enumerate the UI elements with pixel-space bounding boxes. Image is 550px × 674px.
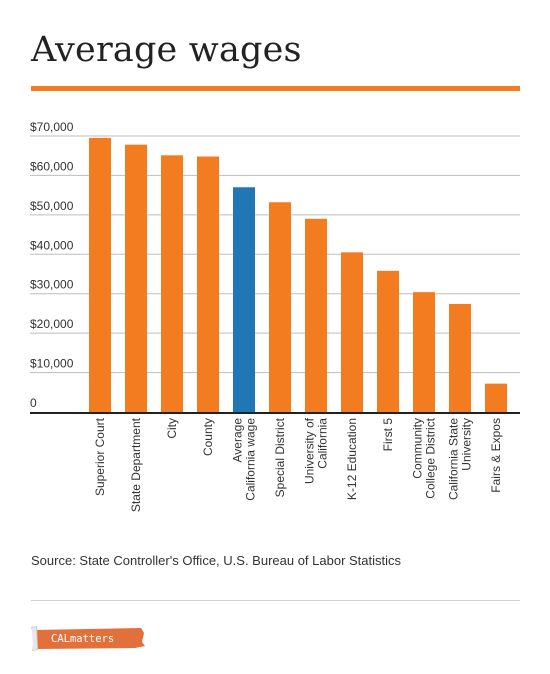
footer-rule (31, 600, 520, 601)
y-tick-label: $50,000 (30, 199, 74, 213)
x-tick-label-line: University of (303, 417, 317, 484)
bar (341, 252, 363, 412)
x-tick-label-line: First 5 (381, 418, 395, 452)
y-tick-labels: 0 $10,000 $20,000 $30,000 $40,000 $50,000 $60,… (30, 120, 74, 410)
x-tick-label-line: California wage (244, 418, 258, 501)
x-tick-label: University of California (303, 417, 330, 484)
y-tick-label: 0 (30, 396, 37, 410)
x-tick-label-line: Special District (273, 417, 287, 497)
x-tick-label-line: Superior Court (93, 417, 107, 496)
bar (485, 383, 507, 412)
x-tick-label-line: K-12 Education (345, 418, 359, 500)
bar (89, 137, 111, 412)
x-tick-label: First 5 (381, 418, 395, 452)
x-tick-label-line: California State (447, 418, 461, 500)
bar (233, 187, 255, 412)
bar (161, 155, 183, 412)
x-tick-label-line: California (316, 418, 330, 469)
calmatters-logo: CALmatters (31, 624, 147, 652)
x-tick-label-line: Community (411, 418, 425, 479)
source-note: Source: State Controller's Office, U.S. … (31, 553, 402, 568)
x-tick-label-line: County (201, 418, 215, 456)
bars (89, 137, 507, 412)
y-tick-label: $10,000 (30, 357, 74, 371)
x-tick-label-line: City (165, 418, 179, 439)
logo-text: CALmatters (51, 633, 114, 645)
bar (269, 202, 291, 412)
bar (449, 303, 471, 412)
x-tick-label: State Department (129, 417, 143, 512)
y-tick-label: $40,000 (30, 238, 74, 252)
y-tick-label: $20,000 (30, 317, 74, 331)
bar (197, 156, 219, 412)
x-tick-label: City (165, 418, 179, 439)
title-rule (31, 86, 520, 91)
x-tick-label: Special District (273, 417, 287, 497)
bar (377, 270, 399, 412)
x-tick-label: Superior Court (93, 417, 107, 496)
x-tick-label: Fairs & Expos (489, 418, 503, 493)
bar-chart: 0 $10,000 $20,000 $30,000 $40,000 $50,000 $60,… (30, 120, 520, 512)
bar (125, 144, 147, 412)
x-tick-label: California State University (447, 418, 474, 500)
x-tick-label: County (201, 418, 215, 456)
x-tick-label: Community College District (411, 417, 438, 498)
chart-title: Average wages (31, 30, 302, 70)
y-tick-label: $30,000 (30, 278, 74, 292)
x-tick-labels: Superior Court State Department City County… (93, 417, 503, 512)
x-tick-label: Average California wage (231, 418, 258, 501)
bar (413, 292, 435, 412)
x-tick-label-line: College District (424, 417, 438, 498)
x-tick-label: K-12 Education (345, 418, 359, 500)
x-tick-label-line: State Department (129, 417, 143, 512)
x-tick-label-line: University (460, 418, 474, 471)
x-tick-label-line: Average (231, 418, 245, 463)
bar (305, 218, 327, 412)
y-tick-label: $60,000 (30, 159, 74, 173)
x-tick-label-line: Fairs & Expos (489, 418, 503, 493)
y-tick-label: $70,000 (30, 120, 74, 134)
